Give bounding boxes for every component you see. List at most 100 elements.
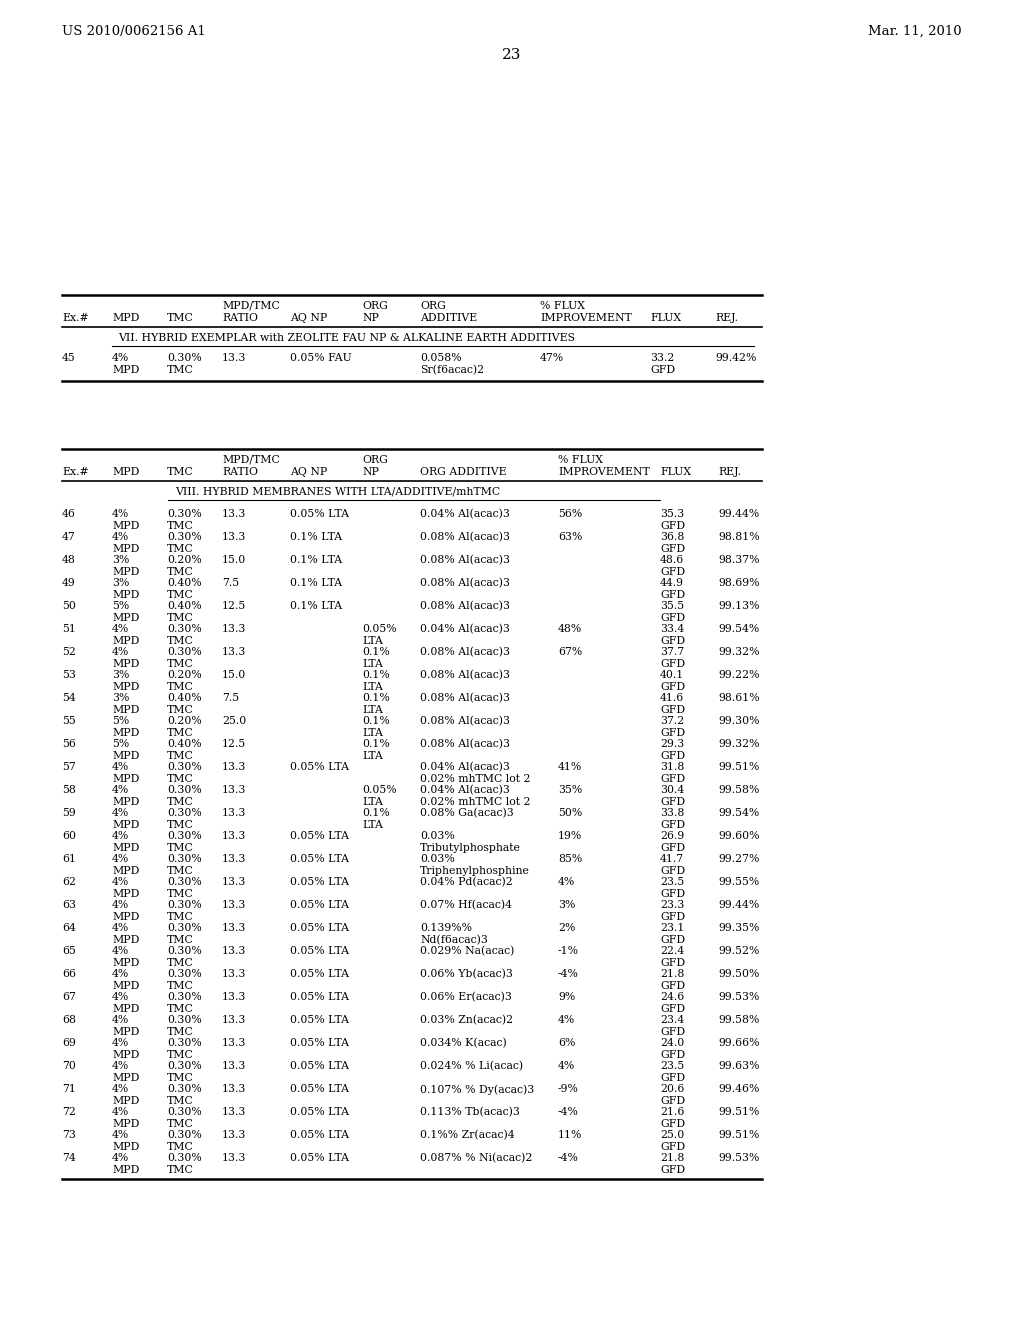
Text: 0.05% LTA: 0.05% LTA xyxy=(290,1107,349,1117)
Text: 13.3: 13.3 xyxy=(222,808,247,818)
Text: MPD: MPD xyxy=(112,1096,139,1106)
Text: 0.40%: 0.40% xyxy=(167,578,202,587)
Text: 4%: 4% xyxy=(112,1015,129,1026)
Text: 0.30%: 0.30% xyxy=(167,993,202,1002)
Text: TMC: TMC xyxy=(167,1096,194,1106)
Text: 0.08% Al(acac)3: 0.08% Al(acac)3 xyxy=(420,715,510,726)
Text: MPD: MPD xyxy=(112,544,139,554)
Text: 4%: 4% xyxy=(558,1015,575,1026)
Text: 48.6: 48.6 xyxy=(660,554,684,565)
Text: VII. HYBRID EXEMPLAR with ZEOLITE FAU NP & ALKALINE EARTH ADDITIVES: VII. HYBRID EXEMPLAR with ZEOLITE FAU NP… xyxy=(118,333,575,343)
Text: 0.1% LTA: 0.1% LTA xyxy=(290,554,342,565)
Text: 23.3: 23.3 xyxy=(660,900,684,909)
Text: TMC: TMC xyxy=(167,729,194,738)
Text: TMC: TMC xyxy=(167,888,194,899)
Text: TMC: TMC xyxy=(167,705,194,715)
Text: 13.3: 13.3 xyxy=(222,1015,247,1026)
Text: GFD: GFD xyxy=(660,1142,685,1152)
Text: 99.53%: 99.53% xyxy=(718,993,760,1002)
Text: 0.05%: 0.05% xyxy=(362,785,396,795)
Text: TMC: TMC xyxy=(167,313,194,323)
Text: TMC: TMC xyxy=(167,612,194,623)
Text: 48: 48 xyxy=(62,554,76,565)
Text: 0.1% LTA: 0.1% LTA xyxy=(290,601,342,611)
Text: MPD: MPD xyxy=(112,705,139,715)
Text: 13.3: 13.3 xyxy=(222,1107,247,1117)
Text: 85%: 85% xyxy=(558,854,583,865)
Text: 99.58%: 99.58% xyxy=(718,1015,760,1026)
Text: 0.30%: 0.30% xyxy=(167,785,202,795)
Text: -4%: -4% xyxy=(558,1107,579,1117)
Text: GFD: GFD xyxy=(660,1166,685,1175)
Text: 50: 50 xyxy=(62,601,76,611)
Text: 11%: 11% xyxy=(558,1130,583,1140)
Text: 3%: 3% xyxy=(112,578,129,587)
Text: GFD: GFD xyxy=(660,568,685,577)
Text: TMC: TMC xyxy=(167,1119,194,1129)
Text: 99.66%: 99.66% xyxy=(718,1038,760,1048)
Text: 0.05% LTA: 0.05% LTA xyxy=(290,510,349,519)
Text: ADDITIVE: ADDITIVE xyxy=(420,313,477,323)
Text: Tributylphosphate: Tributylphosphate xyxy=(420,843,521,853)
Text: 0.30%: 0.30% xyxy=(167,969,202,979)
Text: TMC: TMC xyxy=(167,843,194,853)
Text: TMC: TMC xyxy=(167,521,194,531)
Text: 99.55%: 99.55% xyxy=(718,876,759,887)
Text: MPD: MPD xyxy=(112,659,139,669)
Text: 0.03%: 0.03% xyxy=(420,854,455,865)
Text: GFD: GFD xyxy=(660,912,685,921)
Text: 23.1: 23.1 xyxy=(660,923,684,933)
Text: 0.30%: 0.30% xyxy=(167,1038,202,1048)
Text: GFD: GFD xyxy=(660,659,685,669)
Text: 66: 66 xyxy=(62,969,76,979)
Text: MPD/TMC: MPD/TMC xyxy=(222,301,280,312)
Text: 0.029% Na(acac): 0.029% Na(acac) xyxy=(420,946,514,956)
Text: 4%: 4% xyxy=(112,832,129,841)
Text: 21.8: 21.8 xyxy=(660,1152,684,1163)
Text: GFD: GFD xyxy=(660,636,685,645)
Text: 0.30%: 0.30% xyxy=(167,762,202,772)
Text: 0.03% Zn(acac)2: 0.03% Zn(acac)2 xyxy=(420,1015,513,1026)
Text: REJ.: REJ. xyxy=(715,313,738,323)
Text: 13.3: 13.3 xyxy=(222,923,247,933)
Text: -4%: -4% xyxy=(558,969,579,979)
Text: GFD: GFD xyxy=(660,1119,685,1129)
Text: GFD: GFD xyxy=(660,590,685,601)
Text: 47%: 47% xyxy=(540,352,564,363)
Text: MPD: MPD xyxy=(112,866,139,876)
Text: 0.1% LTA: 0.1% LTA xyxy=(290,578,342,587)
Text: 0.07% Hf(acac)4: 0.07% Hf(acac)4 xyxy=(420,900,512,911)
Text: TMC: TMC xyxy=(167,1166,194,1175)
Text: GFD: GFD xyxy=(660,958,685,968)
Text: 0.05% LTA: 0.05% LTA xyxy=(290,946,349,956)
Text: 12.5: 12.5 xyxy=(222,601,246,611)
Text: MPD: MPD xyxy=(112,1073,139,1082)
Text: 99.27%: 99.27% xyxy=(718,854,760,865)
Text: MPD: MPD xyxy=(112,888,139,899)
Text: 50%: 50% xyxy=(558,808,583,818)
Text: MPD: MPD xyxy=(112,636,139,645)
Text: 21.8: 21.8 xyxy=(660,969,684,979)
Text: -1%: -1% xyxy=(558,946,579,956)
Text: Ex.#: Ex.# xyxy=(62,467,89,477)
Text: 63: 63 xyxy=(62,900,76,909)
Text: 49: 49 xyxy=(62,578,76,587)
Text: MPD: MPD xyxy=(112,1005,139,1014)
Text: 70: 70 xyxy=(62,1061,76,1071)
Text: 53: 53 xyxy=(62,671,76,680)
Text: 54: 54 xyxy=(62,693,76,704)
Text: 0.1%% Zr(acac)4: 0.1%% Zr(acac)4 xyxy=(420,1130,515,1140)
Text: 62: 62 xyxy=(62,876,76,887)
Text: 0.04% Al(acac)3: 0.04% Al(acac)3 xyxy=(420,624,510,635)
Text: 52: 52 xyxy=(62,647,76,657)
Text: 0.30%: 0.30% xyxy=(167,510,202,519)
Text: GFD: GFD xyxy=(660,820,685,830)
Text: 35%: 35% xyxy=(558,785,583,795)
Text: TMC: TMC xyxy=(167,590,194,601)
Text: 23.5: 23.5 xyxy=(660,876,684,887)
Text: 0.30%: 0.30% xyxy=(167,532,202,543)
Text: TMC: TMC xyxy=(167,659,194,669)
Text: 46: 46 xyxy=(62,510,76,519)
Text: US 2010/0062156 A1: US 2010/0062156 A1 xyxy=(62,25,206,38)
Text: 9%: 9% xyxy=(558,993,575,1002)
